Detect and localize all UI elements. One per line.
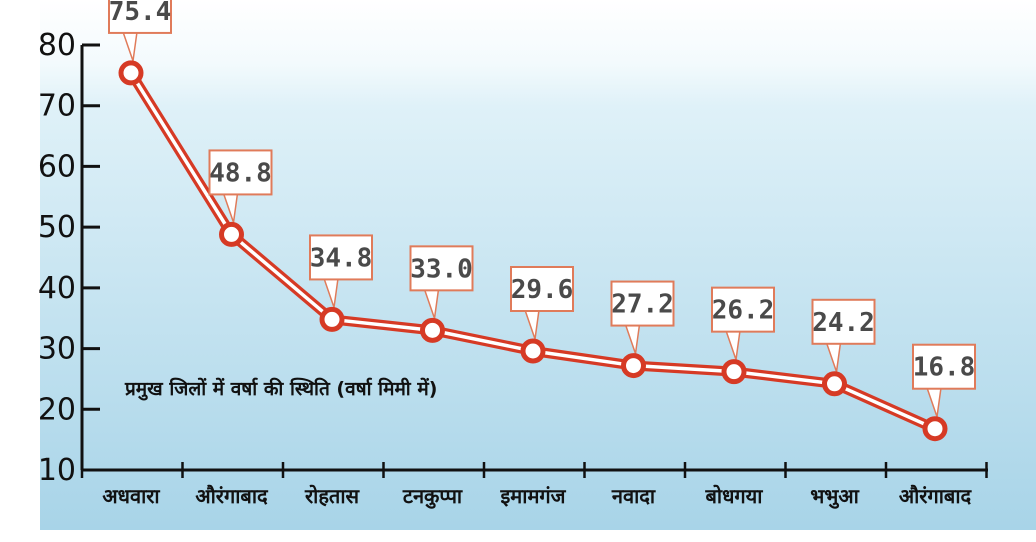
data-label-box xyxy=(811,298,876,345)
data-point xyxy=(621,353,646,379)
data-label: 48.8 xyxy=(208,149,273,224)
data-label: 33.0 xyxy=(409,245,474,320)
data-point xyxy=(219,221,244,247)
x-tick-label: औरंगाबाद xyxy=(899,484,973,508)
data-label-text: 24.2 xyxy=(812,308,875,338)
x-tick-label: बोधगया xyxy=(705,484,764,508)
x-tick-label: रोहतास xyxy=(304,484,361,508)
x-tick-label: भभुआ xyxy=(810,484,860,509)
data-label-text: 26.2 xyxy=(712,296,775,326)
y-tick-label: 30 xyxy=(38,332,76,367)
y-axis: 10 20 30 40 50 60 70 80 xyxy=(38,28,100,488)
y-tick-label: 10 xyxy=(38,453,76,488)
plot-background xyxy=(40,0,1036,530)
y-tick-label: 70 xyxy=(38,89,76,124)
x-tick-label: नवादा xyxy=(611,484,656,508)
data-label: 29.6 xyxy=(510,266,574,340)
data-point xyxy=(520,338,546,364)
data-point xyxy=(118,60,144,86)
data-label: 34.8 xyxy=(309,234,373,309)
data-point xyxy=(922,416,948,442)
data-point xyxy=(319,306,345,332)
y-tick-label: 20 xyxy=(38,392,76,427)
data-label: 27.2 xyxy=(610,280,675,355)
data-label-text: 16.8 xyxy=(913,353,976,383)
x-axis: अधवारा औरंगाबाद रोहतास टनकुप्पा इमामगंज नवादा… xyxy=(80,462,988,509)
data-label: 75.4 xyxy=(108,0,172,62)
data-label-box xyxy=(711,286,775,333)
data-points xyxy=(118,60,948,442)
data-label: 26.2 xyxy=(711,286,775,361)
data-label-box xyxy=(309,234,373,281)
data-label: 24.2 xyxy=(811,298,876,373)
data-label-box xyxy=(912,343,976,390)
chart-title: प्रमुख जिलों में वर्षा की स्थिति (वर्षा … xyxy=(124,377,437,401)
x-tick-label: इमामगंज xyxy=(499,484,566,508)
y-tick-label: 50 xyxy=(38,210,76,245)
y-tick-label: 60 xyxy=(38,149,76,184)
data-label-box xyxy=(108,0,172,34)
data-point xyxy=(420,317,445,343)
data-label-text: 48.8 xyxy=(209,158,272,188)
data-label-text: 34.8 xyxy=(310,243,373,273)
x-tick-label: टनकुप्पा xyxy=(402,484,463,509)
y-tick-label: 40 xyxy=(38,271,76,306)
data-point xyxy=(822,371,847,397)
data-label: 16.8 xyxy=(912,343,976,418)
data-label-text: 29.6 xyxy=(511,275,574,305)
data-label-text: 75.4 xyxy=(109,0,172,27)
x-tick-label: अधवारा xyxy=(102,484,160,508)
data-label-box xyxy=(208,149,273,196)
data-label-text: 27.2 xyxy=(611,290,674,320)
x-tick-label: औरंगाबाद xyxy=(195,484,269,508)
data-label-box xyxy=(610,280,675,327)
data-label-box xyxy=(409,245,474,292)
y-tick-label: 80 xyxy=(38,28,76,63)
data-point xyxy=(721,359,747,385)
data-labels: 75.4 48.8 34.8 33.0 29.6 27.2 26.2 24.2 16.8 xyxy=(108,0,976,418)
data-label-box xyxy=(510,266,574,312)
data-label-text: 33.0 xyxy=(410,254,473,284)
